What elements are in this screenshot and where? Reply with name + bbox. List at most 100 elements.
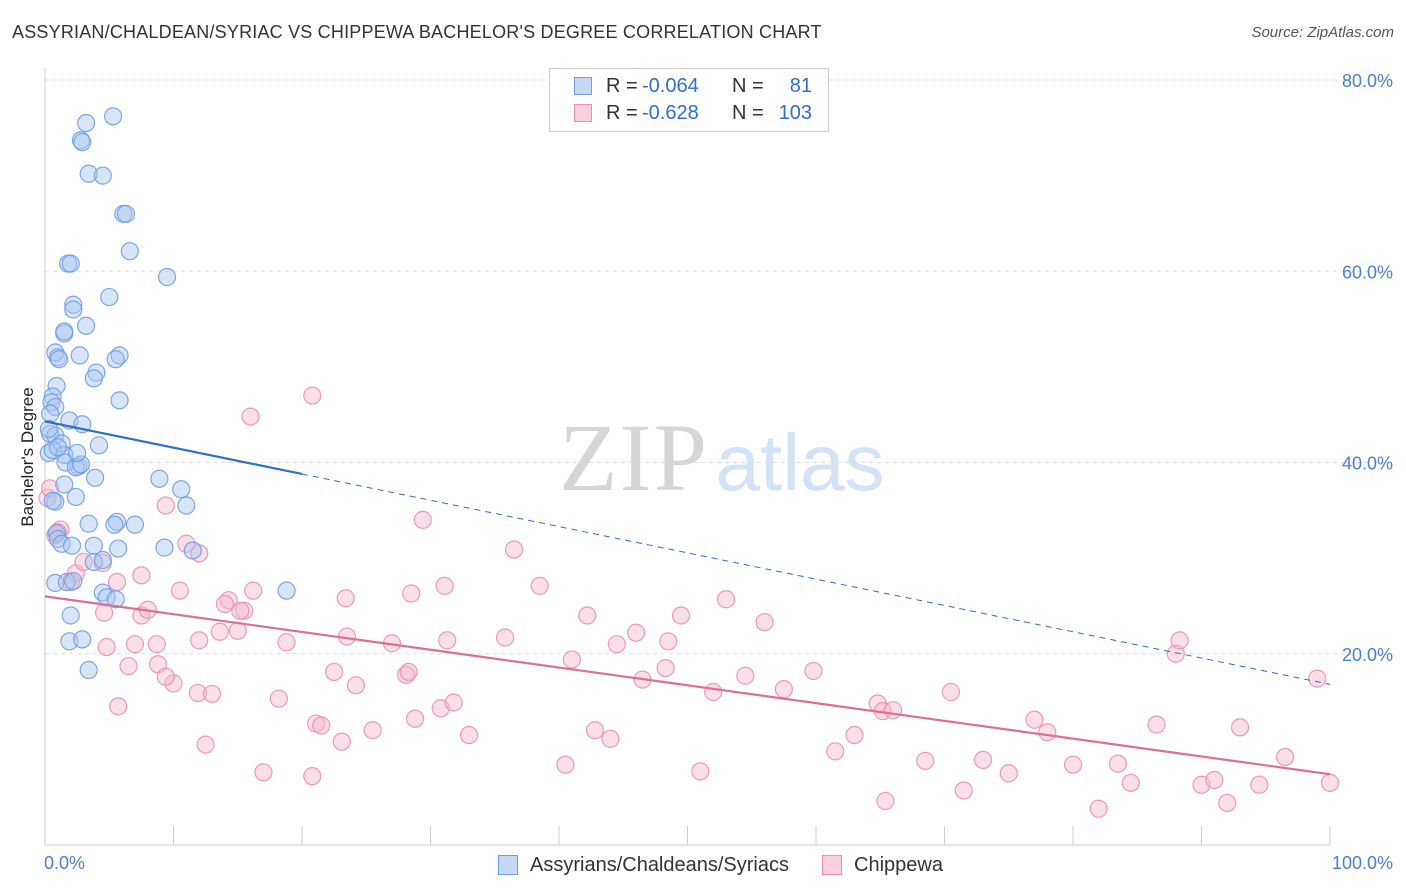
correlation-legend: R = -0.064 N = 81 R = -0.628 N = 103 [549,68,829,132]
data-point [79,164,98,183]
data-point [50,350,69,369]
data-point [73,630,92,649]
legend-n-value-assyrian: 81 [789,74,812,97]
data-point [269,689,288,708]
data-point [170,581,190,600]
data-point [183,541,202,560]
data-point [68,443,87,463]
data-point [104,107,123,126]
data-point [116,204,136,223]
data-point [1121,773,1140,792]
data-point [1166,644,1185,663]
data-point [125,515,145,534]
data-point [177,534,196,553]
legend-r-value-assyrian: -0.064 [642,74,699,97]
watermark-zip: ZIP [559,404,709,511]
data-point [736,666,755,685]
data-point [826,742,845,761]
data-point [120,242,139,261]
data-point [105,515,124,534]
data-point [704,682,723,702]
y-tick-label: 20.0% [1342,645,1393,665]
data-point [999,764,1018,783]
data-point [656,658,675,678]
data-point [155,538,174,557]
data-point [1063,755,1083,774]
data-point [1275,747,1295,767]
data-point [84,552,103,572]
data-point [106,350,125,369]
data-point [916,751,935,770]
data-point [244,581,263,600]
data-point [109,539,128,558]
data-point [1218,793,1237,813]
data-point [64,571,83,591]
data-point [93,550,112,570]
data-point [671,606,691,625]
data-point [215,594,234,614]
data-point [84,369,103,388]
data-point [659,632,678,651]
data-point [61,254,80,273]
data-point [74,552,93,572]
legend-row-chippewa: R = -0.628 N = 103 [574,100,812,126]
data-point [883,701,903,720]
data-point [399,662,418,682]
data-point [1038,723,1057,742]
data-point [1147,715,1166,734]
data-point [413,510,432,529]
data-point [363,721,382,740]
data-point [43,491,62,510]
data-point [1089,799,1108,818]
data-point [1108,754,1128,773]
data-point [346,676,366,695]
data-point [47,376,66,396]
data-point [156,667,175,686]
data-point [332,732,351,751]
trend-line-chippewa [44,595,1331,776]
data-point [325,662,344,682]
data-point [55,322,74,341]
data-point [196,735,215,754]
data-point [79,660,98,680]
data-point [402,584,421,603]
data-point [504,540,524,559]
data-point [277,633,296,652]
data-point [1308,669,1327,688]
data-point [336,589,355,608]
data-point [210,622,229,641]
data-point [77,113,96,133]
axes [44,68,1331,846]
data-point [97,637,116,657]
data-point [43,440,62,460]
legend-n-label: N = [732,101,764,124]
data-point [1205,770,1224,790]
trend-line-assyrian-extrapolated [301,473,1331,685]
data-point [1170,631,1189,650]
data-point [119,657,138,676]
data-point [190,631,209,650]
data-point [156,496,175,515]
trend-lines [44,420,1331,776]
data-point [77,316,96,335]
data-point [157,267,177,287]
data-point [57,572,76,592]
data-point [804,661,823,681]
data-point [405,709,425,728]
data-point [716,590,736,609]
data-point [177,496,196,515]
data-point [396,665,416,684]
data-point [241,407,260,426]
data-point [61,606,80,625]
data-point [64,295,83,314]
data-point [774,680,793,699]
data-point [48,523,67,542]
x-tick-label-max: 100.0% [1332,853,1393,873]
data-point [755,613,774,632]
data-point [601,729,620,748]
data-point [444,693,463,712]
data-point [626,623,646,642]
data-point [188,683,208,703]
legend-r-label: R = [606,74,638,97]
